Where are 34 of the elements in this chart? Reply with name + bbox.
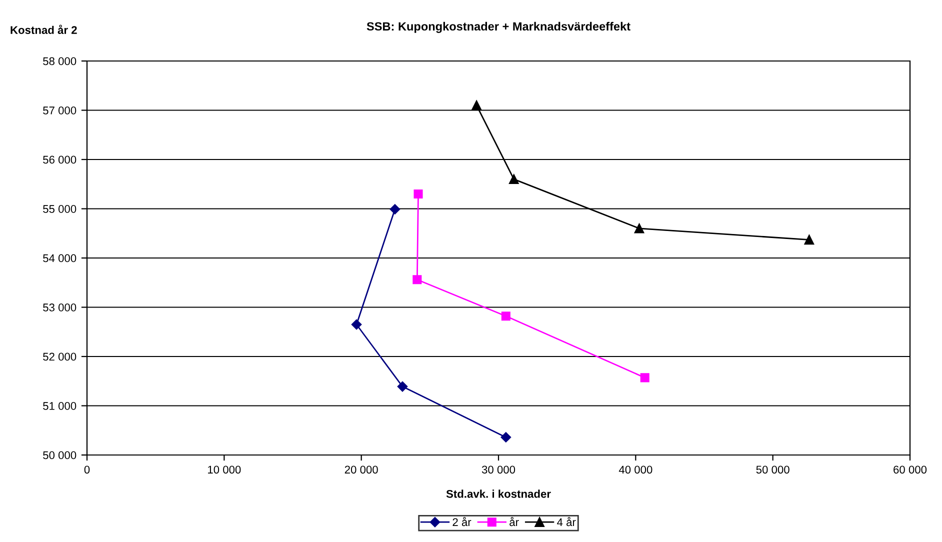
y-tick-label: 57 000 [43, 106, 76, 114]
x-tick-label: 60 000 [894, 466, 927, 474]
x-tick-label: 10 000 [208, 466, 241, 474]
x-tick-label: 30 000 [482, 466, 516, 474]
y-axis-title: Kostnad år 2 [10, 24, 77, 34]
x-tick-label: 50 000 [756, 466, 790, 474]
y-tick-label: 52 000 [43, 352, 76, 361]
legend-label: 2 år [452, 517, 472, 526]
point [509, 174, 519, 184]
point [804, 234, 814, 245]
point [412, 275, 422, 284]
y-tick-label: 53 000 [43, 304, 76, 312]
y-tick-label: 51 000 [43, 402, 76, 410]
point [501, 312, 510, 321]
chart-title: SSB: Kupongkostnader + Marknadsvärdeeffekt [366, 22, 630, 33]
legend-label: 4 år [557, 517, 576, 526]
legend-label: år [510, 517, 519, 526]
x-tick-label: 40 000 [618, 466, 652, 474]
x-axis-title: Std.avk. i kostnader [446, 490, 551, 498]
point [397, 381, 408, 392]
point [390, 204, 400, 214]
y-tick-label: 55 000 [43, 205, 76, 213]
point [414, 189, 423, 198]
y-tick-label: 54 000 [43, 254, 76, 262]
y-tick-label: 58 000 [43, 57, 76, 66]
point [500, 432, 512, 442]
point [472, 100, 482, 110]
point [640, 373, 650, 382]
point [351, 319, 362, 330]
x-tick-label: 0 [84, 466, 90, 474]
x-tick-label: 20 000 [344, 466, 378, 474]
y-tick-label: 50 000 [43, 451, 76, 460]
point [634, 224, 644, 234]
y-tick-label: 56 000 [43, 156, 76, 164]
